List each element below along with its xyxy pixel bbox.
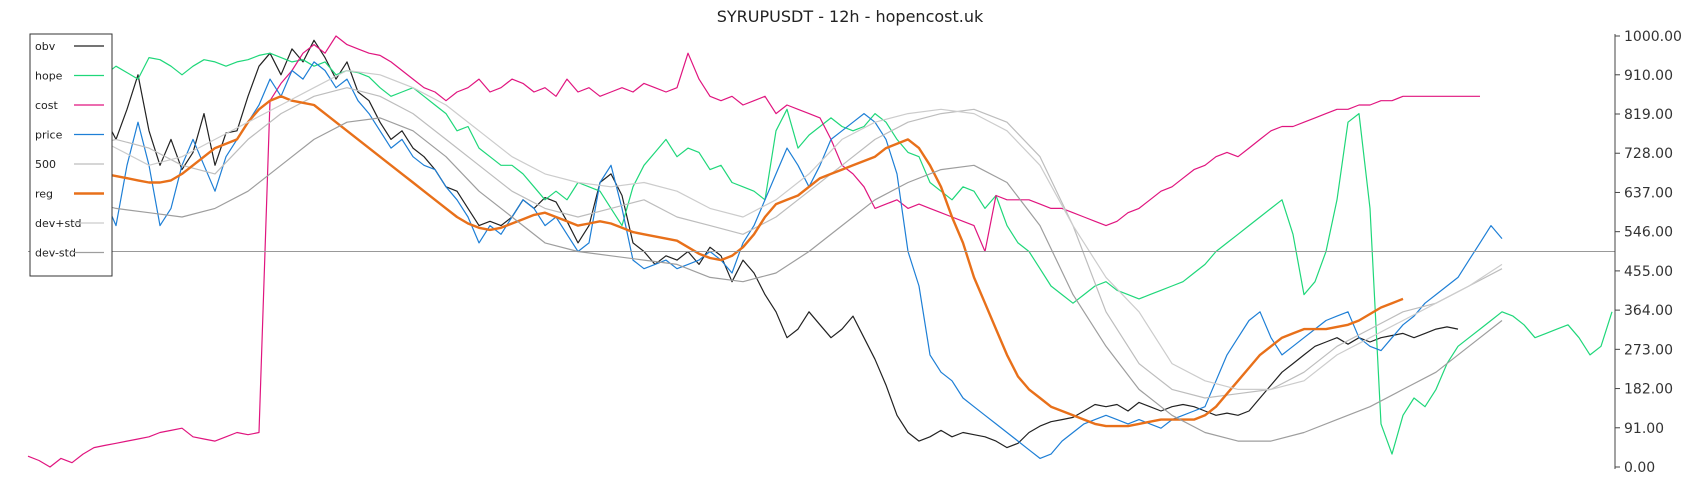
series-line-obv <box>82 39 1459 449</box>
series-line-dev-std <box>82 69 1503 390</box>
series-layer <box>27 35 1613 468</box>
legend-box <box>29 33 113 277</box>
chart-title: SYRUPUSDT - 12h - hopencost.uk <box>717 7 984 26</box>
legend-label: dev+std <box>35 217 82 230</box>
series-line-dev-std <box>82 117 1503 442</box>
legend-label: price <box>35 129 63 142</box>
series-line-price <box>82 61 1503 459</box>
legend-label: reg <box>35 188 53 201</box>
y-tick-label: 546.00 <box>1624 225 1673 241</box>
y-tick-label: 910.00 <box>1624 68 1673 84</box>
y-tick-label: 364.00 <box>1624 303 1673 319</box>
series-line-500 <box>82 87 1503 399</box>
legend-label: obv <box>35 40 56 53</box>
y-tick-label: 273.00 <box>1624 342 1673 358</box>
y-tick-label: 637.00 <box>1624 185 1673 201</box>
y-tick-label: 728.00 <box>1624 146 1673 162</box>
y-tick-label: 0.00 <box>1624 460 1655 476</box>
series-line-hope <box>82 52 1613 455</box>
legend: obv hope cost price 500 reg dev+std dev-std <box>29 33 113 277</box>
y-tick-label: 1000.00 <box>1624 29 1682 45</box>
y-axis: 0.00 91.00 182.00 273.00 364.00 455.00 546.00 6… <box>1614 29 1682 476</box>
y-tick-label: 819.00 <box>1624 107 1673 123</box>
y-tick-label: 182.00 <box>1624 382 1673 398</box>
y-tick-label: 455.00 <box>1624 264 1673 280</box>
series-line-reg <box>81 95 1404 428</box>
legend-label: hope <box>35 70 63 83</box>
legend-label: dev-std <box>35 247 76 260</box>
legend-label: 500 <box>35 158 56 171</box>
legend-label: cost <box>35 99 59 112</box>
y-tick-label: 91.00 <box>1624 421 1664 437</box>
